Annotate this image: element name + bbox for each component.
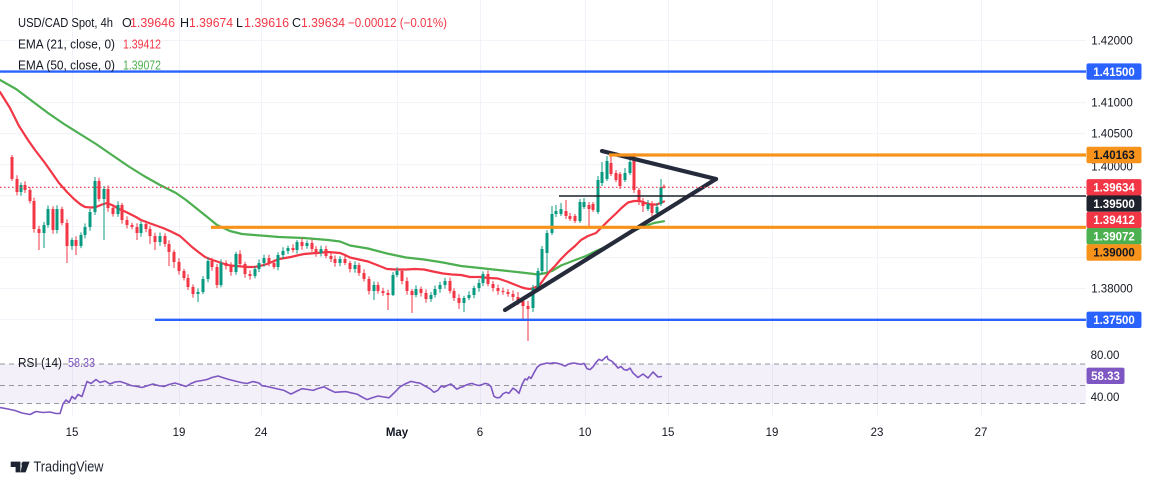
svg-text:EMA (50, close, 0): EMA (50, close, 0) xyxy=(18,59,115,73)
svg-text:1.39412: 1.39412 xyxy=(123,38,161,52)
svg-text:1.37500: 1.37500 xyxy=(1093,315,1135,327)
svg-text:58.33: 58.33 xyxy=(1091,371,1120,383)
svg-text:1.40500: 1.40500 xyxy=(1091,129,1133,141)
svg-text:1.41500: 1.41500 xyxy=(1093,67,1135,79)
svg-text:1.39072: 1.39072 xyxy=(1093,231,1135,243)
svg-text:L: L xyxy=(236,16,243,30)
svg-text:C: C xyxy=(292,16,301,30)
svg-text:24: 24 xyxy=(255,427,268,439)
svg-text:80.00: 80.00 xyxy=(1091,350,1120,362)
svg-text:EMA (21, close, 0): EMA (21, close, 0) xyxy=(18,38,115,52)
svg-text:USD/CAD Spot, 4h: USD/CAD Spot, 4h xyxy=(18,16,113,30)
svg-text:15: 15 xyxy=(662,427,675,439)
svg-text:1.39674: 1.39674 xyxy=(189,16,233,30)
svg-text:1.39072: 1.39072 xyxy=(123,59,161,73)
svg-text:1.38000: 1.38000 xyxy=(1091,284,1133,296)
svg-text:O: O xyxy=(122,16,132,30)
svg-text:1.39500: 1.39500 xyxy=(1093,199,1135,211)
svg-text:19: 19 xyxy=(173,427,186,439)
svg-text:1.39000: 1.39000 xyxy=(1093,248,1135,260)
svg-text:1.39412: 1.39412 xyxy=(1093,215,1135,227)
svg-text:40.00: 40.00 xyxy=(1091,392,1120,404)
svg-text:19: 19 xyxy=(766,427,779,439)
svg-text:10: 10 xyxy=(579,427,592,439)
svg-text:6: 6 xyxy=(477,427,483,439)
svg-text:RSI (14): RSI (14) xyxy=(18,356,62,370)
svg-text:1.39634: 1.39634 xyxy=(301,16,345,30)
svg-text:TradingView: TradingView xyxy=(34,460,104,476)
svg-text:−0.00012 (−0.01%): −0.00012 (−0.01%) xyxy=(348,16,447,30)
svg-text:1.39646: 1.39646 xyxy=(130,16,175,30)
svg-text:23: 23 xyxy=(871,427,884,439)
svg-text:1.41000: 1.41000 xyxy=(1091,98,1133,110)
svg-text:27: 27 xyxy=(975,427,988,439)
svg-text:1.39634: 1.39634 xyxy=(1093,183,1135,195)
svg-text:H: H xyxy=(180,16,189,30)
svg-text:1.40163: 1.40163 xyxy=(1093,150,1135,162)
svg-text:May: May xyxy=(386,427,409,439)
svg-text:58.33: 58.33 xyxy=(68,356,95,370)
svg-text:1.42000: 1.42000 xyxy=(1091,36,1133,48)
svg-text:1.39616: 1.39616 xyxy=(244,16,289,30)
svg-text:1.40000: 1.40000 xyxy=(1091,162,1133,174)
svg-text:15: 15 xyxy=(66,427,79,439)
